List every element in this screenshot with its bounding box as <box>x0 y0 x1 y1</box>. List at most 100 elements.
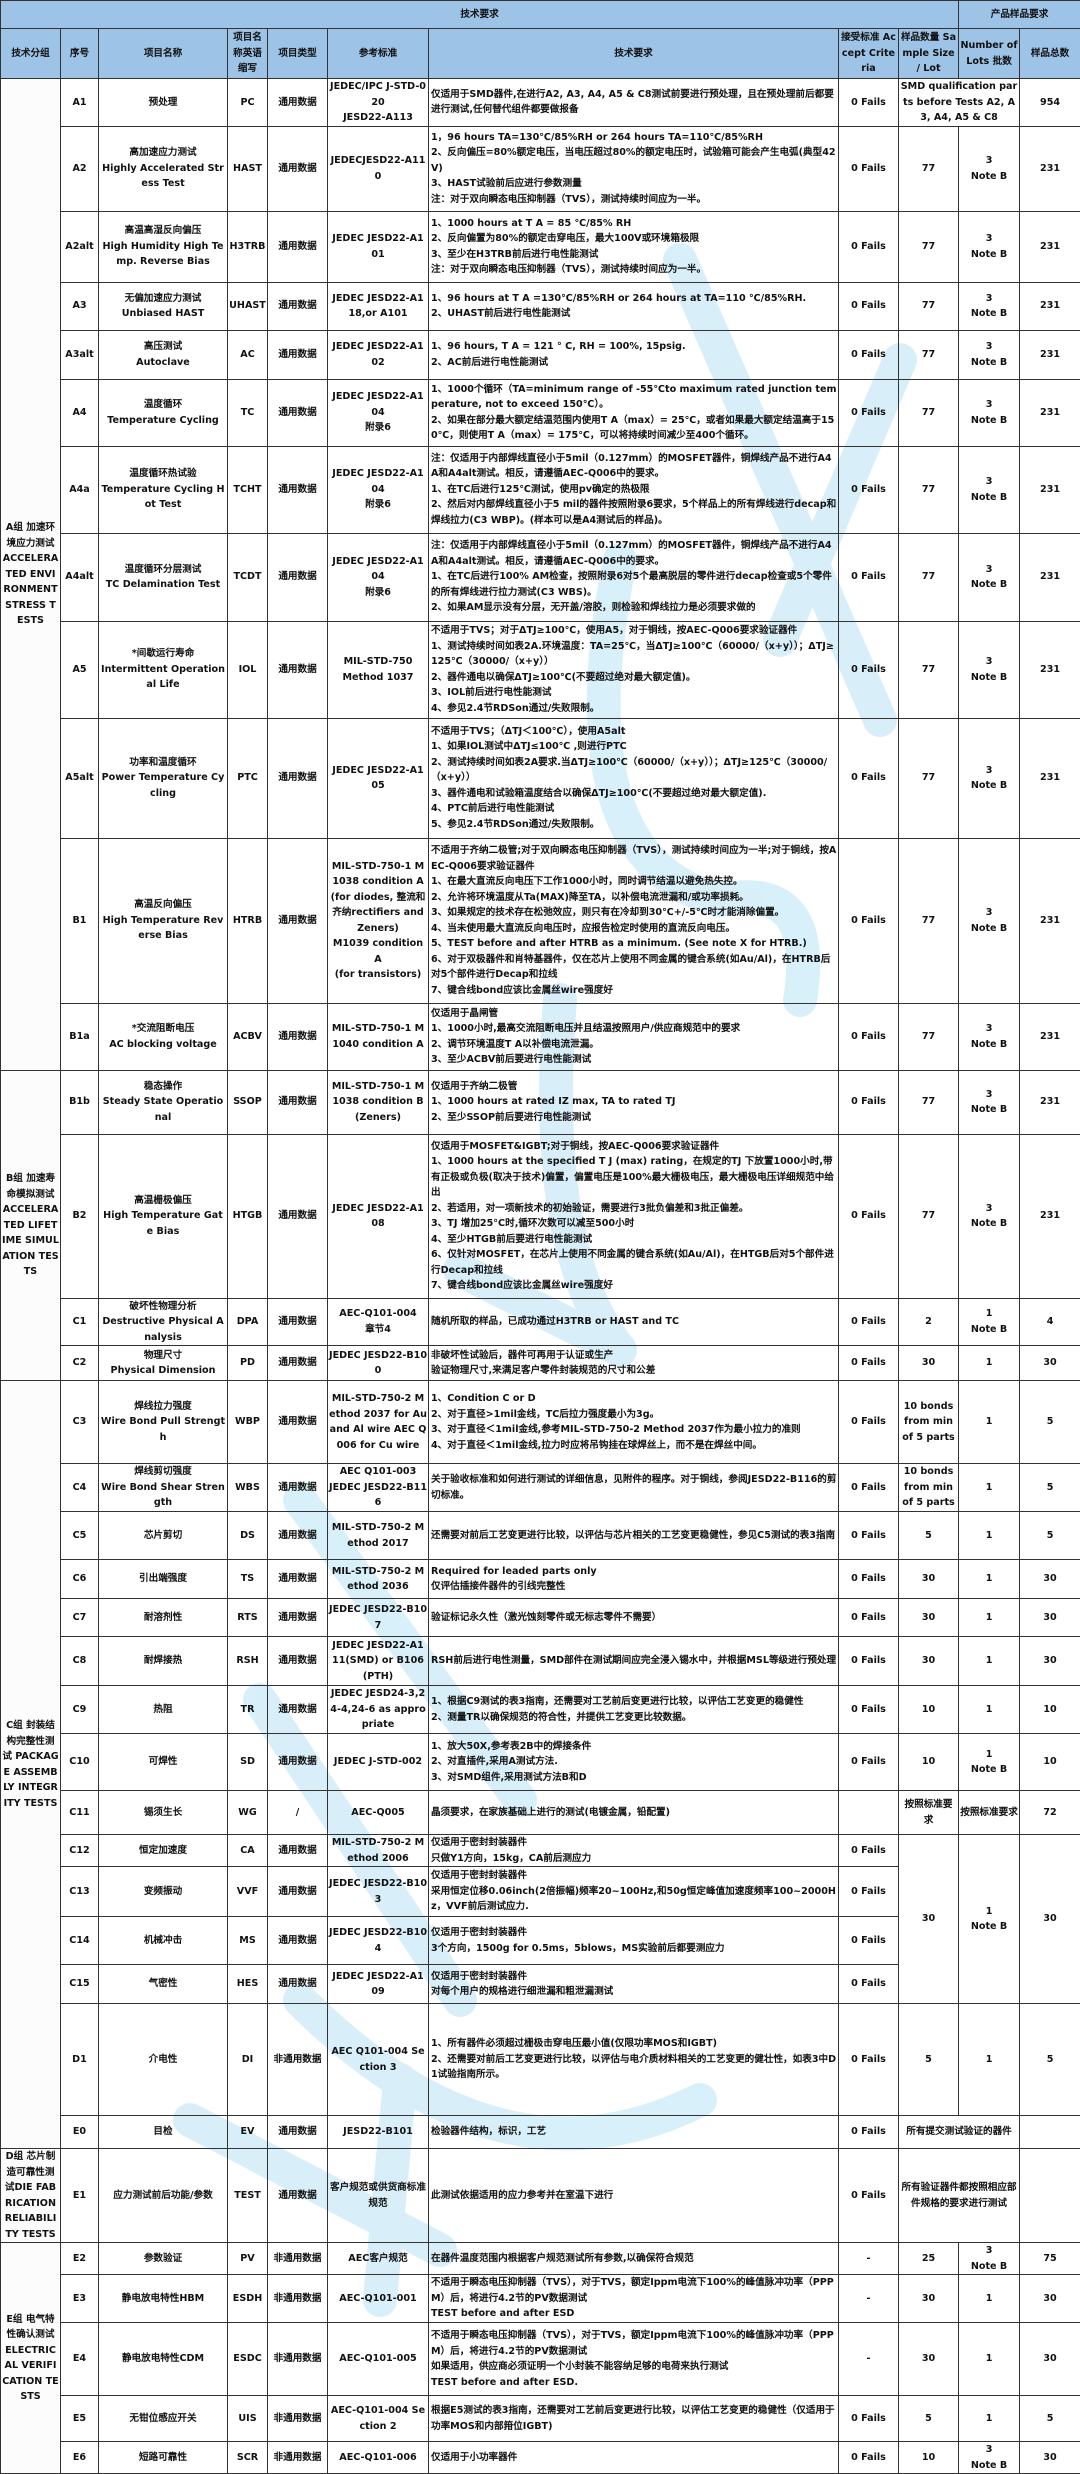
test-type: 通用数据 <box>268 282 328 330</box>
sample-size: 30 <box>899 2275 959 2323</box>
technical-requirement: 1、96 hours, T A = 121 ° C, RH = 100%, 15… <box>429 330 839 379</box>
test-id: A5 <box>61 621 99 718</box>
number-of-lots: 3 Note B <box>959 2243 1020 2275</box>
total-samples: 5 <box>1020 2004 1080 2116</box>
column-header-type: 项目类型 <box>268 29 328 79</box>
technical-requirement: 此测试依据适用的应力参考并在室温下进行 <box>429 2149 839 2243</box>
test-type: 通用数据 <box>268 2149 328 2243</box>
test-abbreviation: TCDT <box>228 533 268 621</box>
reference-standard: MIL-STD-750 Method 1037 <box>328 621 429 718</box>
test-abbreviation: CA <box>228 1835 268 1867</box>
test-abbreviation: TCHT <box>228 446 268 533</box>
test-abbreviation: SSOP <box>228 1070 268 1134</box>
total-samples: 231 <box>1020 282 1080 330</box>
test-id: C4 <box>61 1464 99 1512</box>
technical-requirement: 验证标记永久性（激光蚀刻零件或无标志零件不需要） <box>429 1599 839 1637</box>
sample-size: 25 <box>899 2243 959 2275</box>
reference-standard: JEDEC JESD22-B100 <box>328 1346 429 1381</box>
total-samples: 30 <box>1020 1637 1080 1686</box>
test-group-label: C组 封装结构完整性测试 PACKAGE ASSEMBLY INTEGRITY … <box>1 1381 61 2149</box>
accept-criteria: 0 Fails <box>839 1298 899 1346</box>
column-header-lots: Number of Lots 批数 <box>959 29 1020 79</box>
technical-requirement: 检验器件结构，标识，工艺 <box>429 2116 839 2149</box>
sample-size: 所有提交测试验证的器件 <box>899 2116 1020 2149</box>
total-samples: 72 <box>1020 1791 1080 1835</box>
accept-criteria: 0 Fails <box>839 2396 899 2442</box>
accept-criteria: 0 Fails <box>839 1917 899 1965</box>
test-abbreviation: HES <box>228 1965 268 2004</box>
technical-requirement: 不适用于瞬态电压抑制器（TVS），对于TVS，额定Ippm电流下100%的峰值脉… <box>429 2323 839 2396</box>
technical-requirement: 1，96 hours TA=130℃/85%RH or 264 hours TA… <box>429 126 839 211</box>
number-of-lots: 1 <box>959 2396 1020 2442</box>
test-abbreviation: HTGB <box>228 1134 268 1298</box>
test-name: 引出端强度 <box>99 1560 228 1599</box>
reference-standard: AEC客户规范 <box>328 2243 429 2275</box>
accept-criteria: 0 Fails <box>839 211 899 282</box>
total-samples <box>1020 2116 1080 2149</box>
reference-standard: MIL-STD-750-1 M1040 condition A <box>328 1003 429 1070</box>
test-abbreviation: RTS <box>228 1599 268 1637</box>
test-name: *交流阻断电压 AC blocking voltage <box>99 1003 228 1070</box>
test-abbreviation: HAST <box>228 126 268 211</box>
test-name: 耐溶剂性 <box>99 1599 228 1637</box>
test-id: A1 <box>61 79 99 127</box>
sample-requirements-header: 产品样品要求 <box>959 1 1080 29</box>
test-id: C1 <box>61 1298 99 1346</box>
reference-standard: JEDEC JESD22-A118,or A101 <box>328 282 429 330</box>
reference-standard: JEDEC JESD22-A105 <box>328 718 429 838</box>
test-name: 介电性 <box>99 2004 228 2116</box>
total-samples: 10 <box>1020 1734 1080 1791</box>
test-abbreviation: HTRB <box>228 838 268 1003</box>
test-type: 通用数据 <box>268 1734 328 1791</box>
total-samples: 231 <box>1020 718 1080 838</box>
sample-size: 77 <box>899 621 959 718</box>
test-type: 通用数据 <box>268 1560 328 1599</box>
test-id: E3 <box>61 2275 99 2323</box>
accept-criteria: 0 Fails <box>839 2116 899 2149</box>
test-id: C11 <box>61 1791 99 1835</box>
test-name: 可焊性 <box>99 1734 228 1791</box>
technical-requirement: 仅适用于小功率器件 <box>429 2442 839 2474</box>
test-abbreviation: SD <box>228 1734 268 1791</box>
test-abbreviation: WBP <box>228 1381 268 1464</box>
test-id: A2alt <box>61 211 99 282</box>
test-id: C13 <box>61 1867 99 1917</box>
technical-requirement: RSH前后进行电性测量，SMD部件在测试期间应完全浸入锡水中，并根据MSL等级进… <box>429 1637 839 1686</box>
number-of-lots: 3 Note B <box>959 330 1020 379</box>
accept-criteria: 0 Fails <box>839 330 899 379</box>
total-samples: 231 <box>1020 533 1080 621</box>
number-of-lots: 3 Note B <box>959 533 1020 621</box>
accept-criteria: 0 Fails <box>839 126 899 211</box>
column-header-total: 样品总数 <box>1020 29 1080 79</box>
test-type: 通用数据 <box>268 1298 328 1346</box>
sample-size: 77 <box>899 838 959 1003</box>
test-id: A2 <box>61 126 99 211</box>
test-abbreviation: MS <box>228 1917 268 1965</box>
accept-criteria: 0 Fails <box>839 1637 899 1686</box>
accept-criteria: 0 Fails <box>839 2004 899 2116</box>
reference-standard: AEC-Q101-001 <box>328 2275 429 2323</box>
number-of-lots: 3 Note B <box>959 718 1020 838</box>
column-header-std: 参考标准 <box>328 29 429 79</box>
test-id: A3 <box>61 282 99 330</box>
accept-criteria: 0 Fails <box>839 1560 899 1599</box>
column-header-group: 技术分组 <box>1 29 61 79</box>
accept-criteria: 0 Fails <box>839 1381 899 1464</box>
test-id: D1 <box>61 2004 99 2116</box>
test-name: 静电放电特性HBM <box>99 2275 228 2323</box>
test-name: 目检 <box>99 2116 228 2149</box>
test-id: C10 <box>61 1734 99 1791</box>
sample-size: 10 <box>899 2442 959 2474</box>
total-samples: 5 <box>1020 1381 1080 1464</box>
test-abbreviation: DI <box>228 2004 268 2116</box>
